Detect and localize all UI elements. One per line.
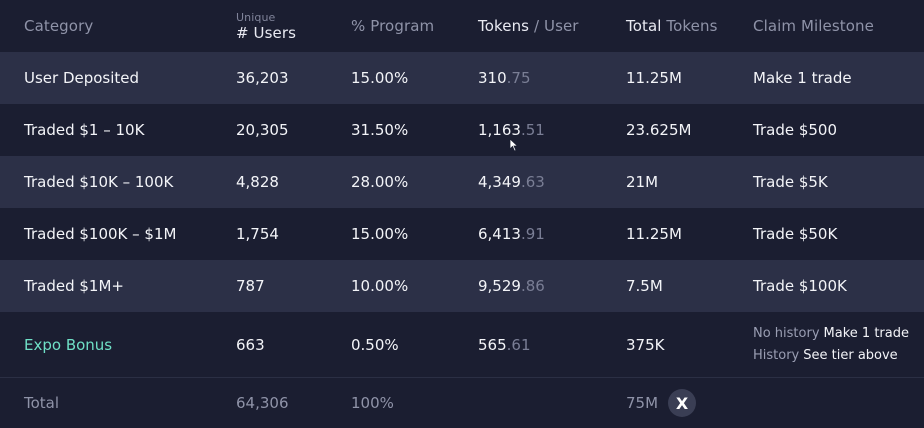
history-label: History [753, 348, 800, 363]
expo-tokens-per-user: 565.61 [478, 312, 531, 377]
header-claim-milestone: Claim Milestone [753, 17, 874, 35]
tokens-integer: 565 [478, 335, 507, 354]
header-per-user-label: / User [529, 17, 579, 35]
tokens-decimal: .61 [506, 335, 531, 354]
tokens-decimal: .51 [520, 121, 545, 139]
row-users: 787 [236, 277, 265, 295]
row-users: 20,305 [236, 121, 289, 139]
row-milestone: Trade $5K [753, 173, 828, 191]
row-category: Traded $10K – 100K [24, 173, 174, 191]
row-total-tokens: 11.25M [626, 69, 682, 87]
table-row: User Deposited 36,203 15.00% 310.75 11.2… [0, 52, 924, 104]
header-program: % Program [351, 17, 435, 35]
tokens-integer: 6,413 [478, 225, 521, 243]
close-icon[interactable]: X [668, 389, 697, 417]
row-users: 1,754 [236, 225, 279, 243]
total-users: 64,306 [236, 394, 289, 412]
row-tokens-per-user: 9,529.86 [478, 260, 545, 312]
no-history-label: No history [753, 326, 820, 341]
tokens-decimal: .86 [520, 277, 545, 295]
row-category: User Deposited [24, 69, 140, 87]
row-total-tokens: 7.5M [626, 277, 663, 295]
row-program: 10.00% [351, 277, 409, 295]
row-program: 15.00% [351, 69, 409, 87]
total-tokens: 75M [626, 394, 659, 412]
table-row: Traded $10K – 100K 4,828 28.00% 4,349.63… [0, 156, 924, 208]
expo-bonus-row: Expo Bonus 663 0.50% 565.61 375K No hist… [0, 312, 924, 378]
header-category: Category [24, 17, 94, 35]
row-total-tokens: 21M [626, 173, 659, 191]
row-milestone: Trade $500 [753, 121, 838, 139]
no-history-value: Make 1 trade [823, 326, 909, 341]
row-category: Traded $100K – $1M [24, 225, 177, 243]
table-row: Traded $1 – 10K 20,305 31.50% 1,163.51 2… [0, 104, 924, 156]
total-label: Total [24, 394, 60, 412]
expo-users: 663 [236, 335, 265, 354]
row-tokens-per-user: 6,413.91 [478, 208, 545, 260]
header-tokens-suffix: Tokens [661, 17, 718, 35]
row-milestone: Trade $100K [753, 277, 847, 295]
header-unique-label: Unique [236, 10, 276, 24]
total-tokens-cell: 75M X [626, 378, 697, 428]
tokens-integer: 1,163 [478, 121, 521, 139]
row-tokens-per-user: 1,163.51 [478, 104, 545, 156]
header-total-tokens: Total Tokens [626, 0, 718, 52]
row-milestone: Trade $50K [753, 225, 838, 243]
mouse-pointer-icon [509, 138, 519, 152]
row-program: 31.50% [351, 121, 409, 139]
row-milestone: Make 1 trade [753, 69, 852, 87]
row-tokens-per-user: 4,349.63 [478, 156, 545, 208]
tokens-integer: 310 [478, 69, 507, 87]
row-program: 28.00% [351, 173, 409, 191]
row-users: 36,203 [236, 69, 289, 87]
header-tokens-per-user: Tokens / User [478, 0, 579, 52]
row-category: Traded $1M+ [24, 277, 124, 295]
header-total-label: Total [626, 17, 662, 35]
table-header: Category Unique # Users % Program Tokens… [0, 0, 924, 52]
header-unique-users: Unique # Users [236, 0, 296, 52]
expo-program: 0.50% [351, 335, 399, 354]
row-users: 4,828 [236, 173, 279, 191]
header-users-label: # Users [236, 23, 297, 42]
tokens-decimal: .75 [506, 69, 531, 87]
expo-milestone: No history Make 1 trade History See tier a… [753, 312, 909, 377]
table-row: Traded $1M+ 787 10.00% 9,529.86 7.5M Tra… [0, 260, 924, 312]
row-total-tokens: 11.25M [626, 225, 682, 243]
tokens-integer: 4,349 [478, 173, 521, 191]
tokens-decimal: .63 [520, 173, 545, 191]
expo-category: Expo Bonus [24, 335, 113, 354]
expo-total-tokens: 375K [626, 335, 665, 354]
total-row: Total 64,306 100% 75M X [0, 378, 924, 428]
table-row: Traded $100K – $1M 1,754 15.00% 6,413.91… [0, 208, 924, 260]
row-total-tokens: 23.625M [626, 121, 692, 139]
no-history-line: No history Make 1 trade [753, 326, 909, 341]
total-program: 100% [351, 394, 394, 412]
tokens-decimal: .91 [520, 225, 545, 243]
header-tokens-label: Tokens [478, 17, 530, 35]
row-program: 15.00% [351, 225, 409, 243]
history-value: See tier above [803, 348, 898, 363]
history-line: History See tier above [753, 348, 898, 363]
row-category: Traded $1 – 10K [24, 121, 145, 139]
tokens-integer: 9,529 [478, 277, 521, 295]
row-tokens-per-user: 310.75 [478, 52, 531, 104]
